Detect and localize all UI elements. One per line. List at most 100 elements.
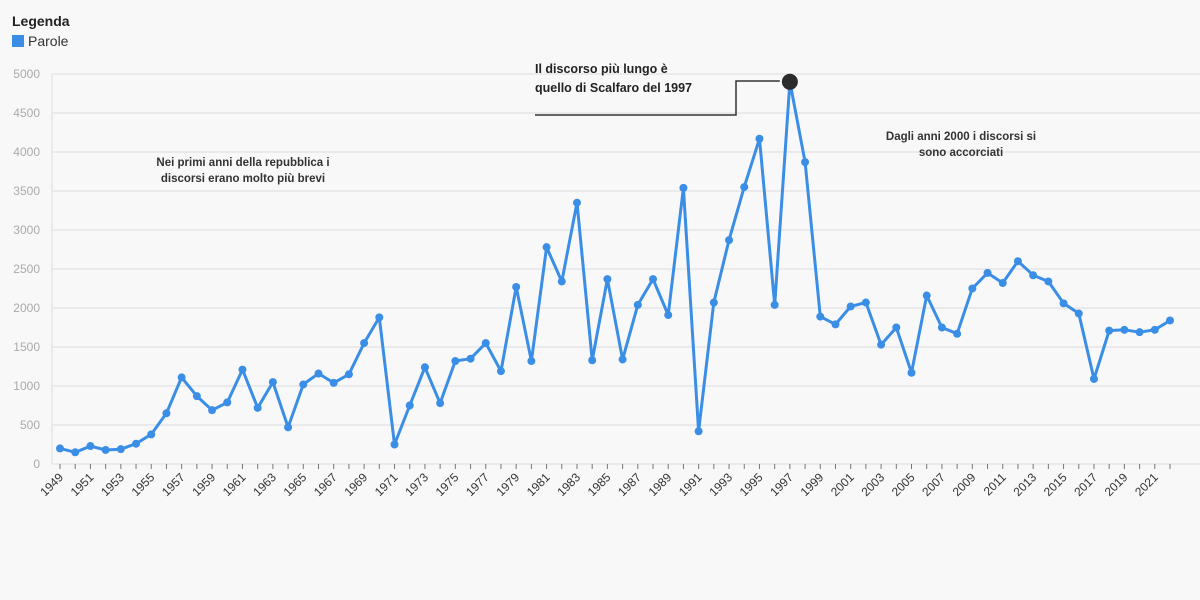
x-tick-label: 1975	[433, 470, 462, 499]
data-point	[1044, 277, 1053, 286]
data-point	[116, 445, 125, 454]
x-tick-label: 1957	[159, 470, 188, 499]
data-point	[71, 448, 80, 457]
data-point	[466, 354, 475, 363]
x-tick-label: 2011	[981, 470, 1009, 498]
x-tick-label: 1991	[676, 470, 705, 499]
data-point	[223, 398, 232, 407]
y-axis: 0 500 1000 1500 2000 2500 3000 3500 4000 4500 5000	[13, 67, 40, 471]
x-tick-label: 2003	[858, 470, 887, 499]
data-point	[633, 300, 642, 309]
legend-swatch	[12, 35, 24, 47]
data-point	[314, 369, 323, 378]
data-point	[208, 406, 217, 415]
highlight-point	[781, 73, 798, 90]
data-point	[831, 320, 840, 329]
data-point	[618, 355, 627, 364]
x-tick-label: 2005	[889, 470, 918, 499]
data-point	[405, 401, 414, 410]
data-point	[983, 268, 992, 277]
series-parole	[56, 73, 1174, 457]
annotation-peak: quello di Scalfaro del 1997	[535, 81, 692, 95]
y-tick-label: 0	[33, 457, 40, 471]
x-tick-label: 1967	[311, 470, 340, 499]
data-point	[694, 427, 703, 436]
data-point	[238, 365, 247, 374]
y-tick-label: 3000	[13, 223, 40, 237]
data-point	[1059, 299, 1068, 308]
data-point	[953, 329, 962, 338]
x-tick-label: 2017	[1071, 470, 1100, 499]
annotation-connector	[535, 80, 780, 116]
data-point	[603, 275, 612, 284]
data-point	[679, 183, 688, 192]
x-tick-label: 1985	[585, 470, 614, 499]
annotation-recent: sono accorciati	[919, 147, 1003, 159]
data-point	[1150, 325, 1159, 334]
y-tick-label: 4500	[13, 106, 40, 120]
data-point	[588, 356, 597, 365]
data-point	[816, 312, 825, 321]
data-point	[937, 323, 946, 332]
x-tick-label: 1971	[372, 470, 401, 499]
data-point	[360, 339, 369, 348]
data-point	[101, 445, 110, 454]
x-tick-label: 1959	[189, 470, 218, 499]
data-point	[1013, 257, 1022, 266]
data-point	[861, 298, 870, 307]
annotations: Nei primi anni della repubblica i discors…	[156, 62, 1036, 185]
data-point	[284, 423, 293, 432]
data-point	[892, 323, 901, 332]
data-point	[664, 311, 673, 320]
data-point	[877, 340, 886, 349]
data-point	[572, 198, 581, 207]
data-point	[725, 236, 734, 245]
data-point	[420, 363, 429, 372]
data-point	[998, 279, 1007, 288]
data-point	[1105, 326, 1114, 335]
data-point	[329, 378, 338, 387]
data-point	[268, 378, 277, 387]
data-point	[709, 298, 718, 307]
x-tick-label: 1995	[737, 470, 766, 499]
x-tick-label: 2021	[1132, 470, 1161, 499]
data-point	[1135, 328, 1144, 337]
data-point	[192, 392, 201, 401]
annotation-recent: Dagli anni 2000 i discorsi si	[886, 131, 1036, 143]
x-tick-label: 1981	[524, 470, 553, 499]
y-tick-label: 4000	[13, 145, 40, 159]
data-point	[147, 430, 156, 439]
data-point	[1074, 309, 1083, 318]
x-tick-label: 1983	[554, 470, 583, 499]
data-point	[740, 183, 749, 192]
data-point	[299, 380, 308, 389]
y-tick-label: 2000	[13, 301, 40, 315]
data-point	[542, 243, 551, 252]
x-tick-label: 1965	[281, 470, 310, 499]
data-point	[56, 444, 64, 453]
x-tick-label: 1973	[402, 470, 431, 499]
data-point	[375, 313, 384, 322]
data-point	[162, 409, 171, 418]
data-point	[968, 284, 977, 293]
x-tick-label: 2015	[1041, 470, 1070, 499]
data-point	[770, 300, 779, 309]
data-point	[177, 373, 186, 382]
legend-title: Legenda	[12, 13, 70, 29]
x-tick-label: 1999	[798, 470, 827, 499]
y-tick-label: 1000	[13, 379, 40, 393]
data-point	[512, 282, 521, 291]
y-tick-label: 1500	[13, 340, 40, 354]
gridlines	[51, 73, 1200, 465]
data-point	[801, 158, 810, 167]
x-axis: 1949 1951 1953 1955 1957 1959 1961 1963 1965 1967…	[37, 464, 1171, 499]
x-tick-label: 1997	[767, 470, 796, 499]
data-point	[390, 440, 399, 449]
x-tick-label: 1961	[220, 470, 249, 499]
x-tick-label: 1993	[706, 470, 735, 499]
data-point	[846, 302, 855, 311]
x-tick-label: 2019	[1102, 470, 1131, 499]
legend: Legenda Parole	[12, 13, 70, 49]
data-point	[451, 357, 460, 366]
